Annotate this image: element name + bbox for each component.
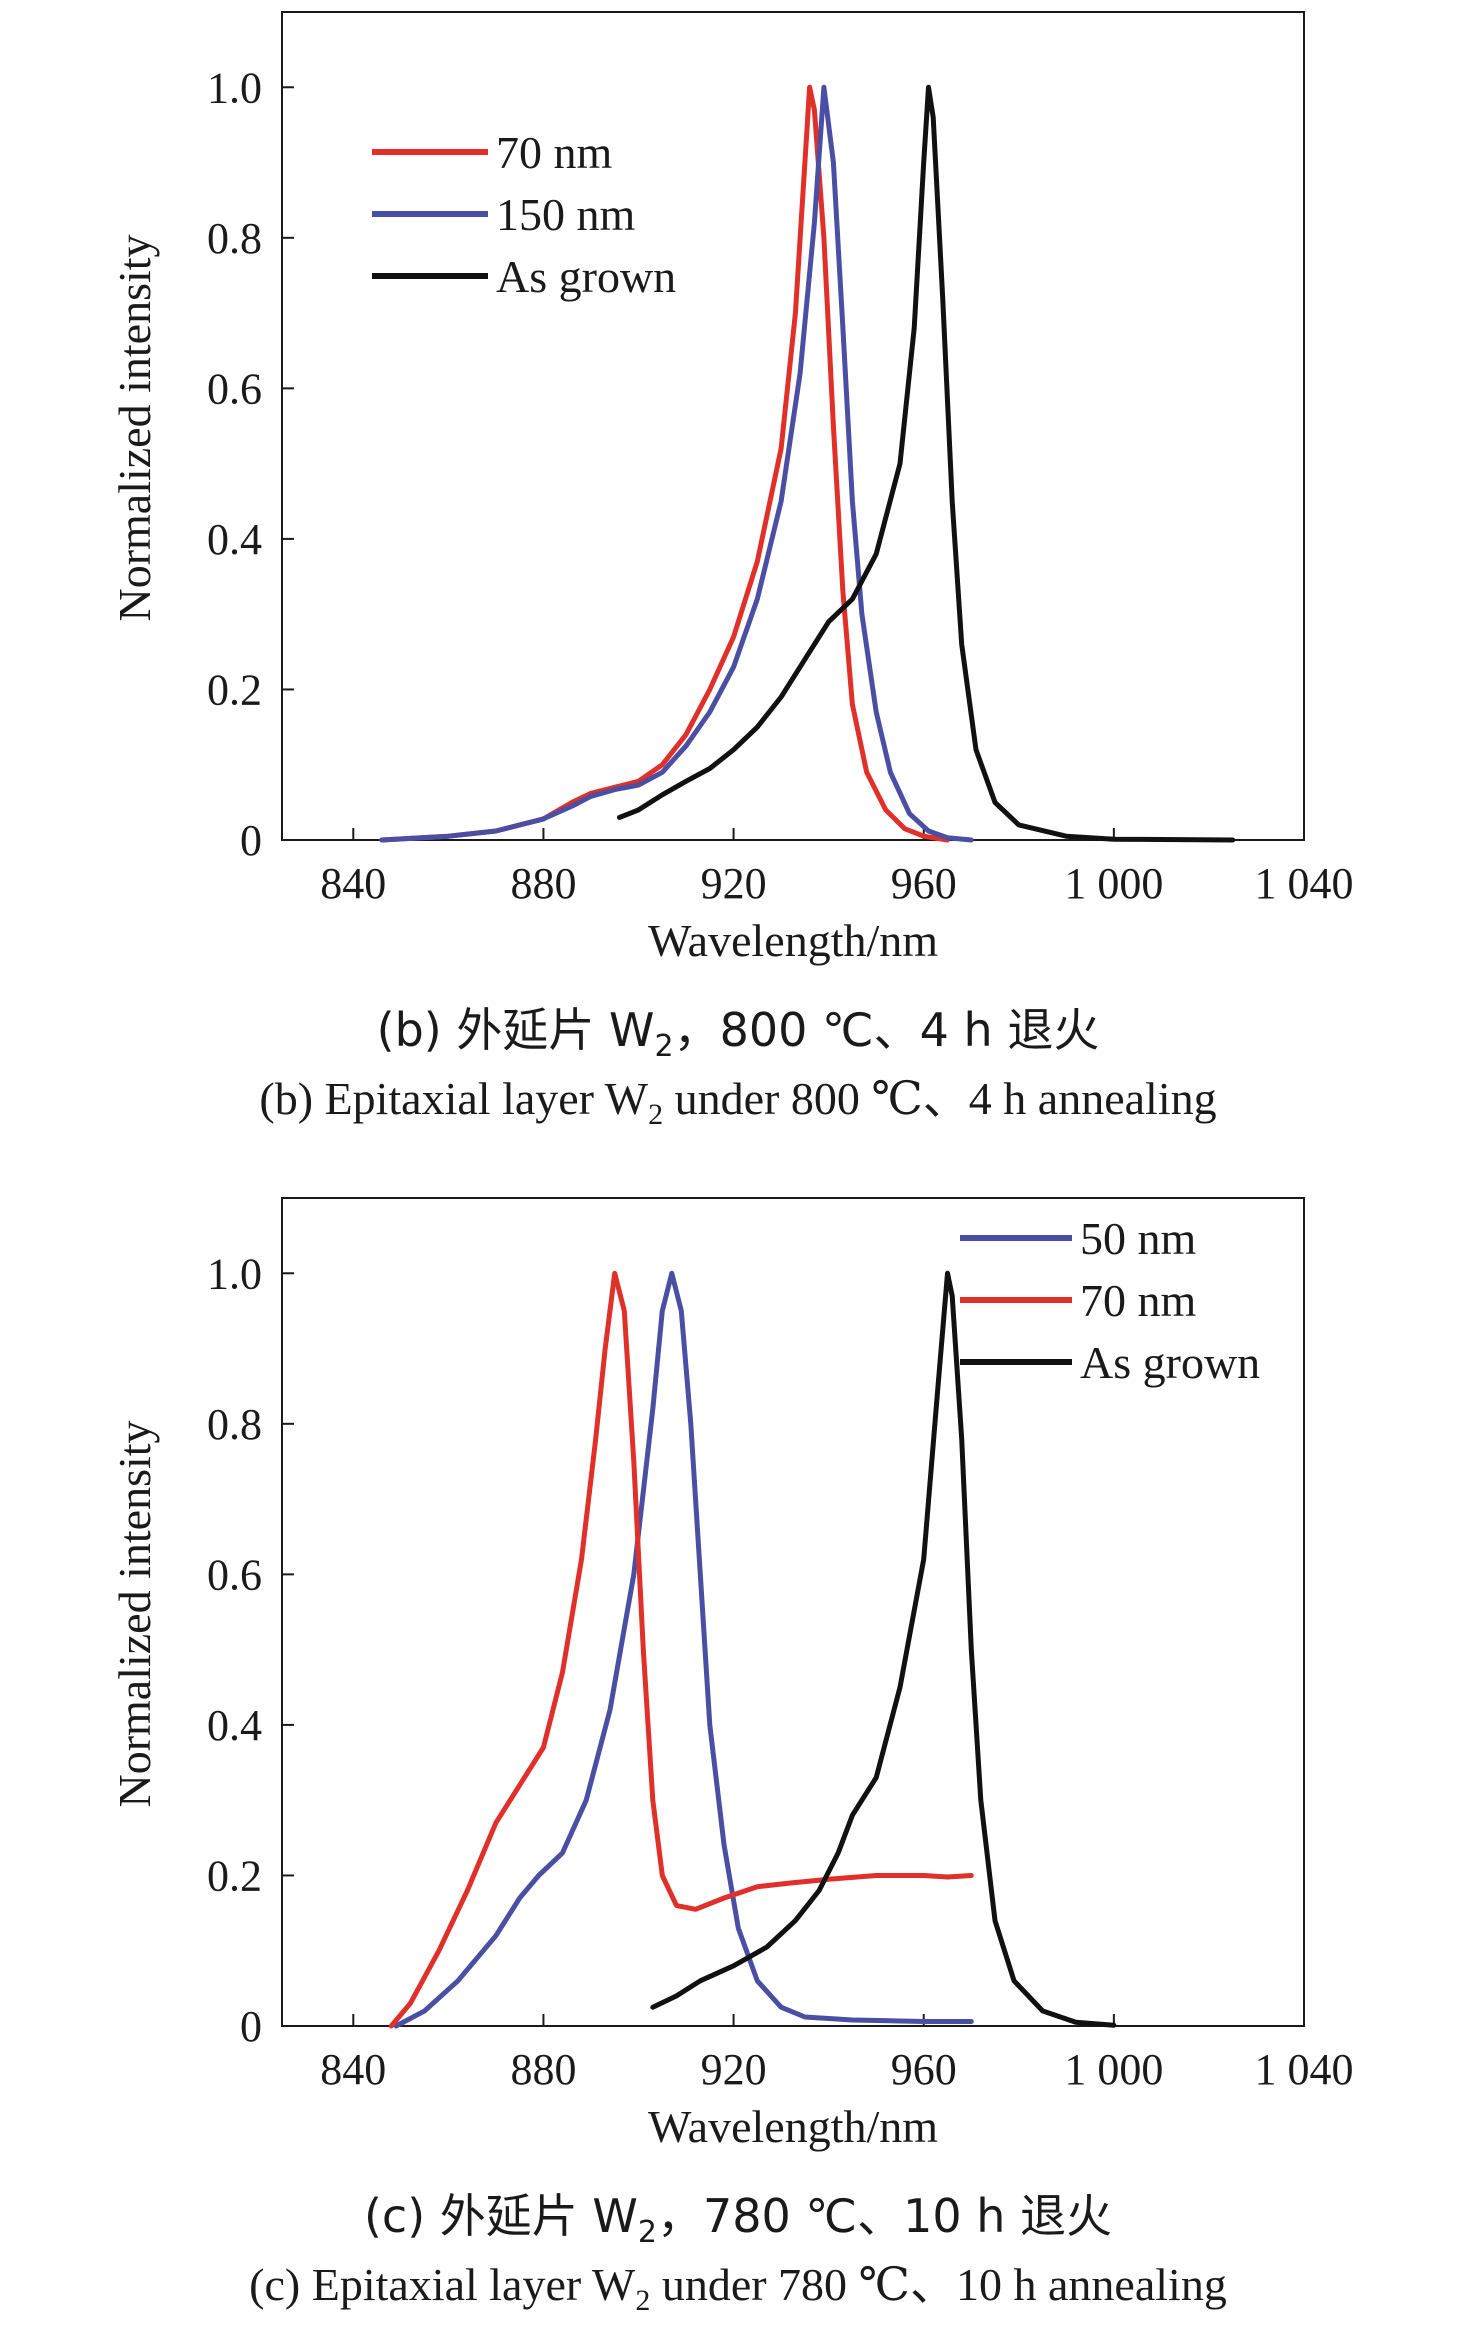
y-tick-label: 0.2 (207, 665, 262, 714)
legend-label: As grown (496, 251, 676, 302)
x-tick-label: 920 (701, 2045, 767, 2094)
x-tick-label: 880 (510, 2045, 576, 2094)
series-line-as-grown (617, 84, 1236, 843)
caption-b-cn-suffix: ，800 ℃、4 h 退火 (673, 1003, 1100, 1057)
y-tick-label: 0.4 (207, 1701, 262, 1750)
caption-b-en-prefix: (b) Epitaxial layer W (259, 1073, 649, 1124)
x-tick-label: 960 (891, 859, 957, 908)
legend-label: 150 nm (496, 189, 636, 240)
y-tick-label: 0.4 (207, 515, 262, 564)
plot-frame (281, 1197, 1305, 2027)
legend-label: 50 nm (1080, 1213, 1197, 1264)
x-tick-label: 840 (320, 859, 386, 908)
chart-c: Normalized intensity Wavelength/nm 840 88… (109, 1197, 1354, 2152)
caption-c-cn-sub: 2 (637, 2215, 657, 2251)
legend-label: 70 nm (496, 127, 613, 178)
x-axis-label: Wavelength/nm (648, 915, 938, 966)
series-line-150-nm (379, 84, 974, 843)
plot-frame (281, 11, 1305, 841)
caption-c-cn-prefix: (c) 外延片 W (363, 2189, 638, 2243)
caption-c-en-prefix: (c) Epitaxial layer W (249, 2259, 636, 2310)
x-tick-label: 920 (701, 859, 767, 908)
y-tick-label: 1.0 (207, 1249, 262, 1298)
caption-b-english: (b) Epitaxial layer W2 under 800 ℃、4 h a… (0, 1062, 1476, 1132)
caption-b-chinese: (b) 外延片 W2，800 ℃、4 h 退火 (0, 994, 1476, 1064)
caption-c-cn-suffix: ，780 ℃、10 h 退火 (657, 2189, 1113, 2243)
series-line-70-nm (379, 84, 950, 843)
y-tick-label: 0.6 (207, 1550, 262, 1599)
x-tick-label: 840 (320, 2045, 386, 2094)
x-tick-label: 1 000 (1064, 2045, 1163, 2094)
y-tick-label: 0.2 (207, 1851, 262, 1900)
caption-c-en-suffix: under 780 ℃、10 h annealing (650, 2259, 1227, 2310)
x-axis-label: Wavelength/nm (648, 2101, 938, 2152)
caption-b-en-sub: 2 (648, 1098, 664, 1132)
legend-label: 70 nm (1080, 1275, 1197, 1326)
y-tick-label: 0.6 (207, 364, 262, 413)
x-tick-label: 1 000 (1064, 859, 1163, 908)
y-axis-label: Normalized intensity (109, 1420, 160, 1807)
y-tick-label: 1.0 (207, 63, 262, 112)
x-tick-label: 1 040 (1255, 2045, 1354, 2094)
x-tick-label: 960 (891, 2045, 957, 2094)
y-axis-label: Normalized intensity (109, 234, 160, 621)
x-tick-label: 1 040 (1255, 859, 1354, 908)
caption-b-en-suffix: under 800 ℃、4 h annealing (663, 1073, 1217, 1124)
caption-c-english: (c) Epitaxial layer W2 under 780 ℃、10 h … (0, 2248, 1476, 2318)
caption-b-cn-prefix: (b) 外延片 W (376, 1003, 655, 1057)
y-tick-label: 0 (240, 816, 262, 865)
y-tick-label: 0.8 (207, 1400, 262, 1449)
caption-c-en-sub: 2 (635, 2284, 651, 2318)
legend-label: As grown (1080, 1337, 1260, 1388)
caption-c-chinese: (c) 外延片 W2，780 ℃、10 h 退火 (0, 2180, 1476, 2250)
x-tick-label: 880 (510, 859, 576, 908)
y-tick-label: 0.8 (207, 214, 262, 263)
series-line-as-grown (650, 1270, 1117, 2028)
y-tick-label: 0 (240, 2002, 262, 2051)
series-line-50-nm (393, 1270, 974, 2029)
chart-b: Normalized intensity Wavelength/nm 840 88… (109, 11, 1354, 966)
series-line-70-nm (388, 1270, 974, 2029)
caption-b-cn-sub: 2 (654, 1029, 674, 1065)
